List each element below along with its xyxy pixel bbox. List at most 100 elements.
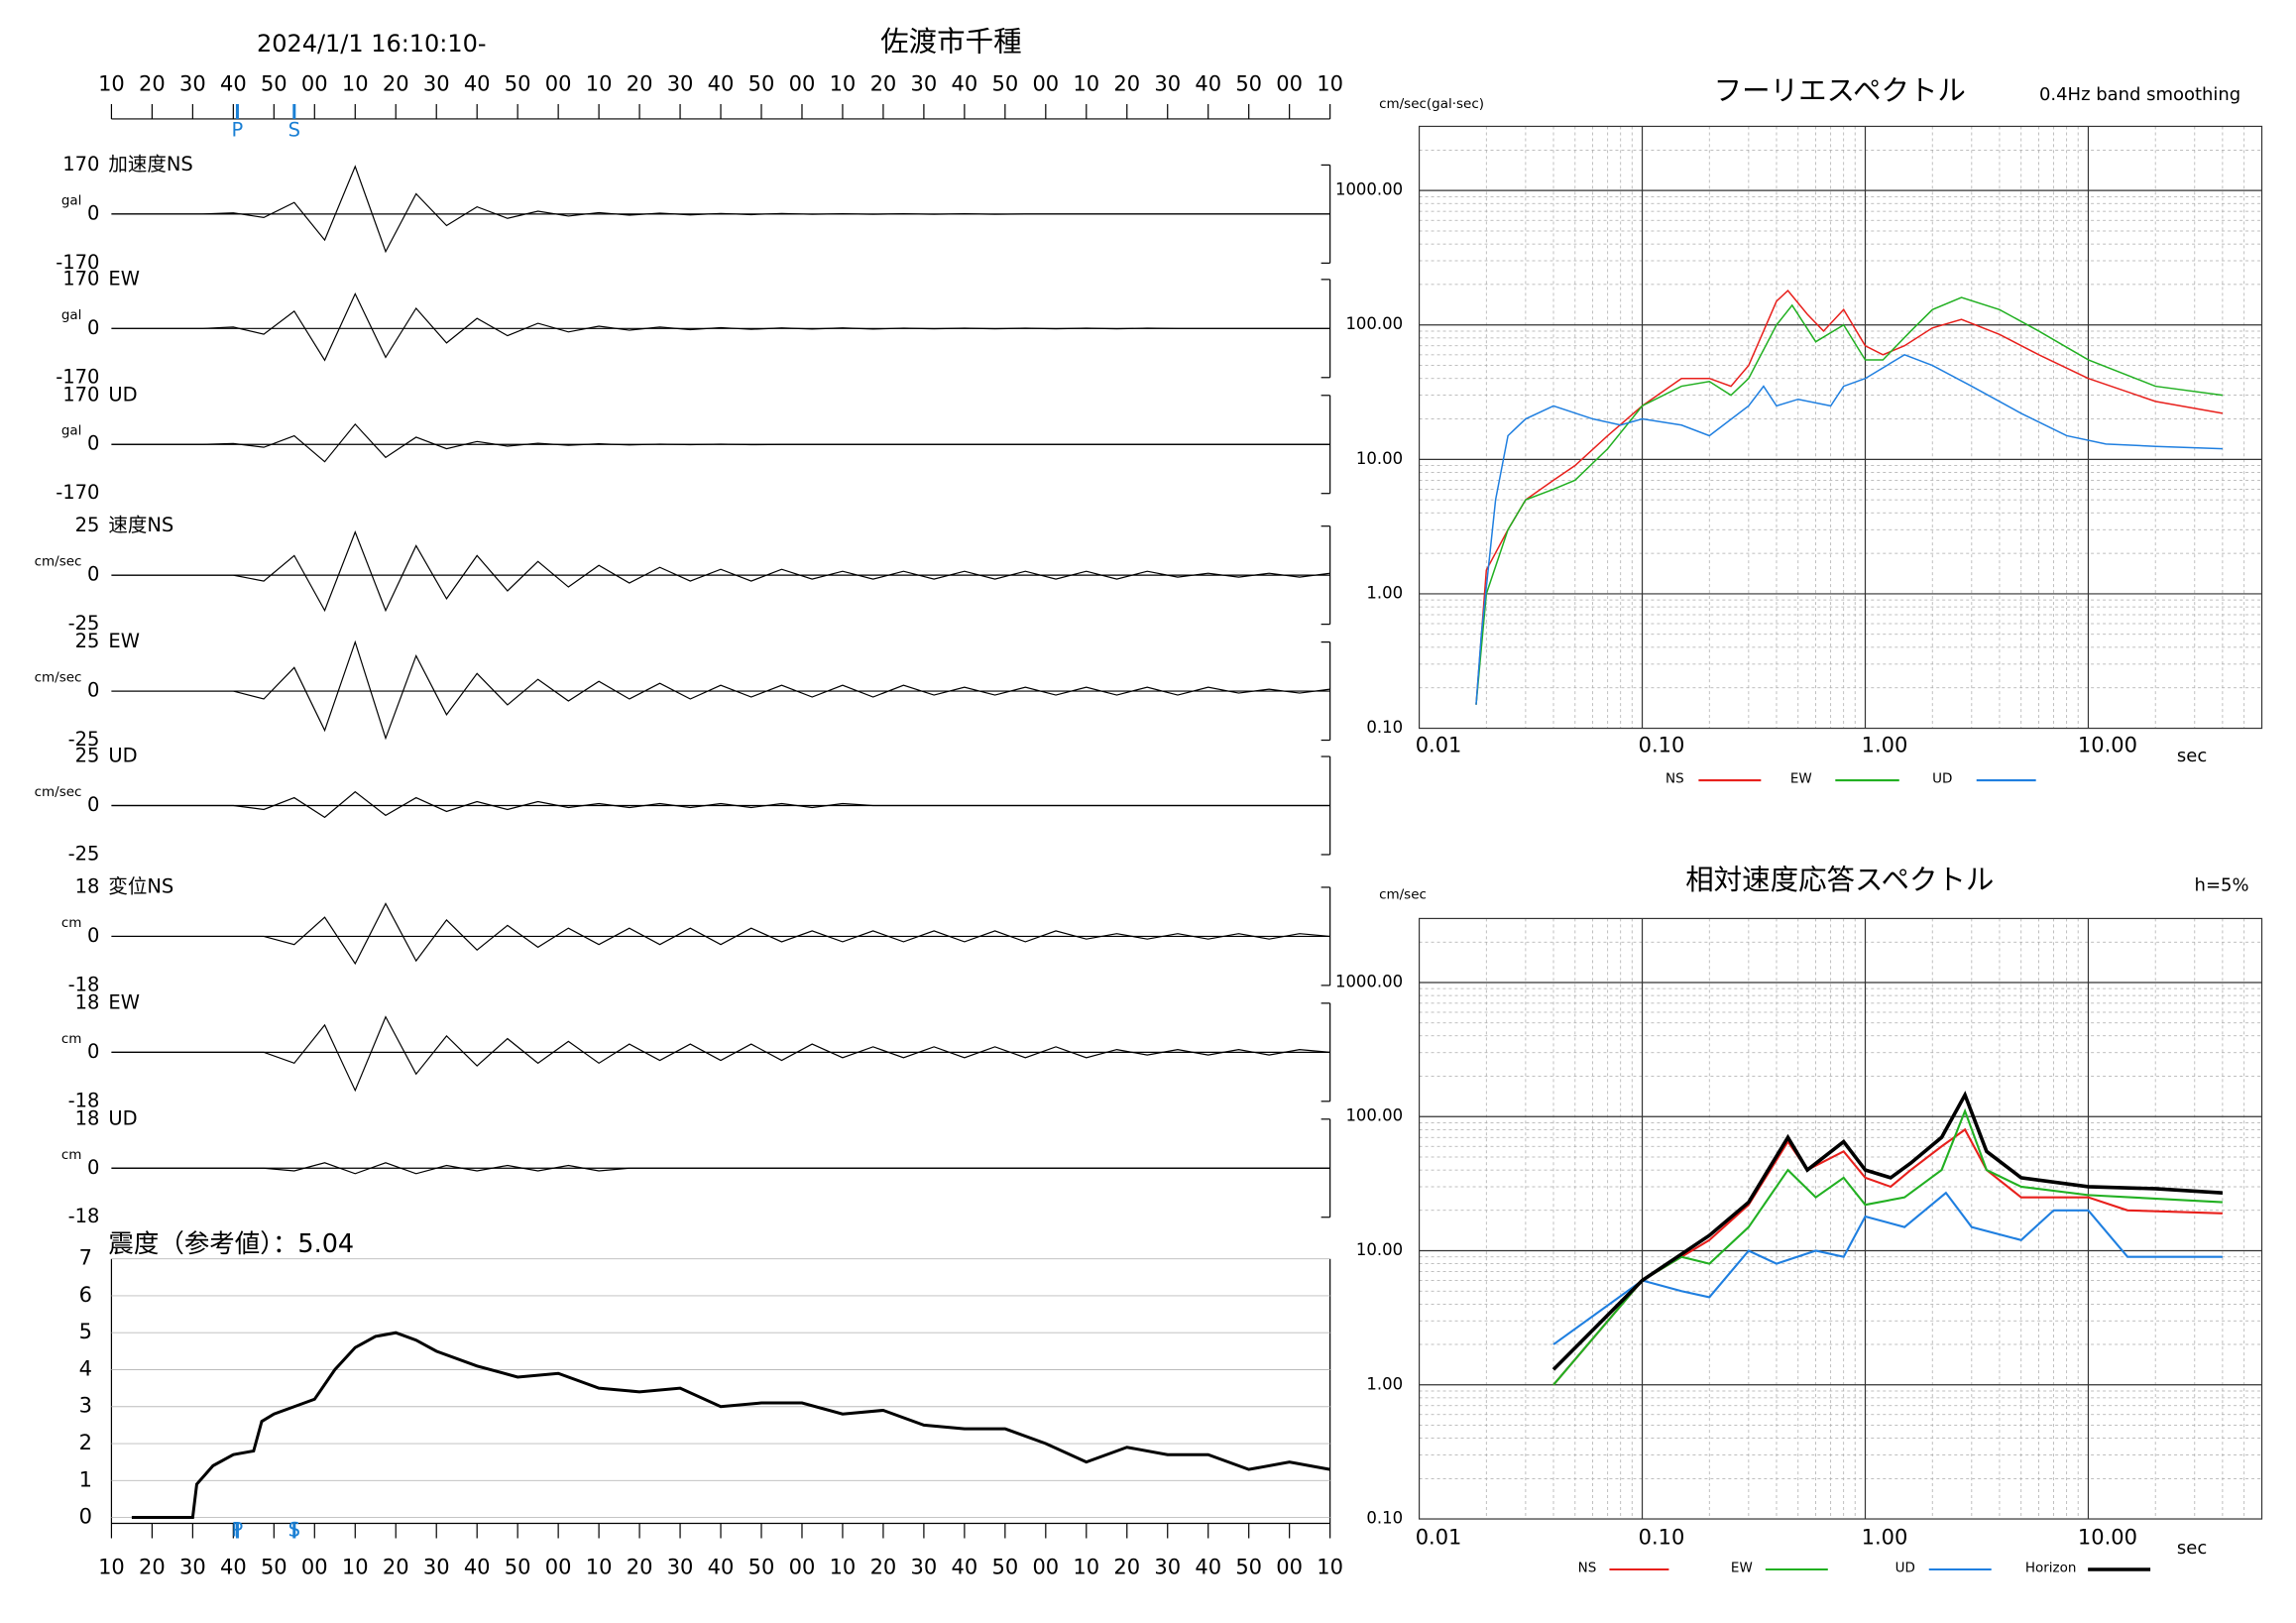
fourier-x-label: sec: [2177, 746, 2207, 766]
time-tick-label: 40: [708, 1556, 735, 1579]
time-tick-label: 50: [748, 71, 775, 95]
phase-label: P: [232, 118, 244, 141]
time-tick-label: 30: [911, 1556, 938, 1579]
panel-name: EW: [108, 267, 140, 290]
time-tick-label: 20: [627, 71, 653, 95]
response-x-label: sec: [2177, 1538, 2207, 1559]
time-tick-label: 20: [1113, 1556, 1140, 1579]
response-y-label: cm/sec: [1379, 886, 1427, 902]
x-tick-label: 10.00: [2078, 734, 2137, 757]
x-tick-label: 0.01: [1416, 1526, 1462, 1550]
legend-label: UD: [1895, 1561, 1915, 1576]
y-tick-label: -25: [68, 612, 100, 635]
plot-frame: [1418, 917, 2263, 1520]
panel-name: UD: [108, 745, 137, 767]
time-tick-label: 20: [870, 1556, 897, 1579]
fourier-title: フーリエスペクトル: [1714, 74, 1966, 107]
waveform: [111, 902, 1330, 966]
y-tick-label: 4: [79, 1356, 92, 1380]
x-tick-label: 0.10: [1639, 1526, 1685, 1550]
y-tick-label: 0: [87, 563, 99, 586]
legend-label: Horizon: [2025, 1561, 2077, 1576]
y-tick-label: 0: [79, 1505, 92, 1529]
time-tick-label: 00: [1276, 1556, 1303, 1579]
time-tick-label: 50: [505, 1556, 531, 1579]
panel-name: EW: [108, 990, 140, 1013]
response-title: 相対速度応答スペクトル: [1685, 864, 1994, 896]
legend-label: NS: [1665, 771, 1684, 787]
time-tick-label: 00: [301, 1556, 328, 1579]
time-tick-label: 00: [545, 1556, 572, 1579]
panel-name: EW: [108, 630, 140, 652]
panel-unit: gal: [61, 192, 82, 208]
time-tick-label: 50: [1235, 1556, 1262, 1579]
response-annotation: h=5%: [2195, 874, 2249, 895]
y-tick-label: 3: [79, 1394, 92, 1418]
y-tick-label: 25: [75, 745, 100, 767]
legend-label: UD: [1932, 771, 1952, 787]
time-tick-label: 20: [870, 71, 897, 95]
panel-name: 速度NS: [108, 514, 173, 536]
y-tick-label: 0: [87, 201, 99, 224]
waveform: [111, 422, 1330, 463]
record-time: 2024/1/1 16:10:10-: [257, 30, 487, 58]
spectrum-line: [1551, 1091, 2224, 1371]
x-tick-label: 10.00: [2078, 1526, 2137, 1550]
spectrum-line: [1475, 290, 2224, 705]
waveform: [111, 529, 1330, 613]
y-tick-label: 18: [75, 874, 100, 897]
intensity-title: 震度（参考値）：5.04: [108, 1229, 354, 1259]
time-tick-label: 10: [98, 71, 125, 95]
time-tick-label: 10: [1073, 71, 1099, 95]
phase-label: P: [232, 1519, 244, 1542]
panel-name: 変位NS: [108, 874, 173, 897]
y-tick-label: 100.00: [1345, 1106, 1403, 1125]
time-tick-label: 00: [545, 71, 572, 95]
time-tick-label: 10: [586, 71, 613, 95]
y-tick-label: 2: [79, 1431, 92, 1454]
time-tick-label: 30: [1154, 1556, 1181, 1579]
time-tick-label: 10: [98, 1556, 125, 1579]
time-tick-label: 00: [789, 1556, 816, 1579]
time-tick-label: 30: [423, 71, 450, 95]
x-tick-label: 1.00: [1862, 734, 1908, 757]
time-tick-label: 50: [505, 71, 531, 95]
y-tick-label: 25: [75, 630, 100, 652]
waveform: [111, 1162, 1330, 1175]
y-tick-label: -25: [68, 842, 100, 865]
time-tick-label: 40: [952, 1556, 978, 1579]
time-tick-label: 10: [830, 1556, 857, 1579]
time-tick-label: 00: [789, 71, 816, 95]
y-tick-label: 5: [79, 1320, 92, 1343]
time-tick-label: 30: [179, 1556, 206, 1579]
y-tick-label: 0.10: [1366, 718, 1403, 737]
y-tick-label: 1: [79, 1467, 92, 1491]
panel-unit: cm/sec: [35, 784, 82, 800]
y-tick-label: 1000.00: [1335, 180, 1403, 199]
time-tick-label: 30: [911, 71, 938, 95]
y-tick-label: -170: [56, 251, 99, 274]
panel-name: 加速度NS: [108, 153, 192, 175]
legend-label: EW: [1731, 1561, 1753, 1576]
time-tick-label: 00: [301, 71, 328, 95]
plot-frame: [1418, 125, 2263, 730]
y-tick-label: 18: [75, 1106, 100, 1129]
time-tick-label: 50: [991, 71, 1018, 95]
waveform: [111, 291, 1330, 362]
time-tick-label: 40: [464, 1556, 491, 1579]
time-tick-label: 00: [1032, 1556, 1059, 1579]
y-tick-label: -18: [68, 1205, 100, 1227]
spectrum-line: [1552, 1127, 2223, 1386]
y-tick-label: -170: [56, 481, 99, 504]
time-tick-label: 30: [667, 1556, 694, 1579]
time-tick-label: 20: [383, 1556, 409, 1579]
y-tick-label: 1000.00: [1335, 972, 1403, 990]
spectrum-line: [1475, 354, 2223, 705]
panel-unit: gal: [61, 423, 82, 439]
y-tick-label: 7: [79, 1246, 92, 1270]
y-tick-label: 0: [87, 793, 99, 816]
waveform: [111, 639, 1330, 741]
time-tick-label: 10: [342, 71, 369, 95]
y-tick-label: 0: [87, 679, 99, 702]
y-tick-label: -170: [56, 365, 99, 388]
